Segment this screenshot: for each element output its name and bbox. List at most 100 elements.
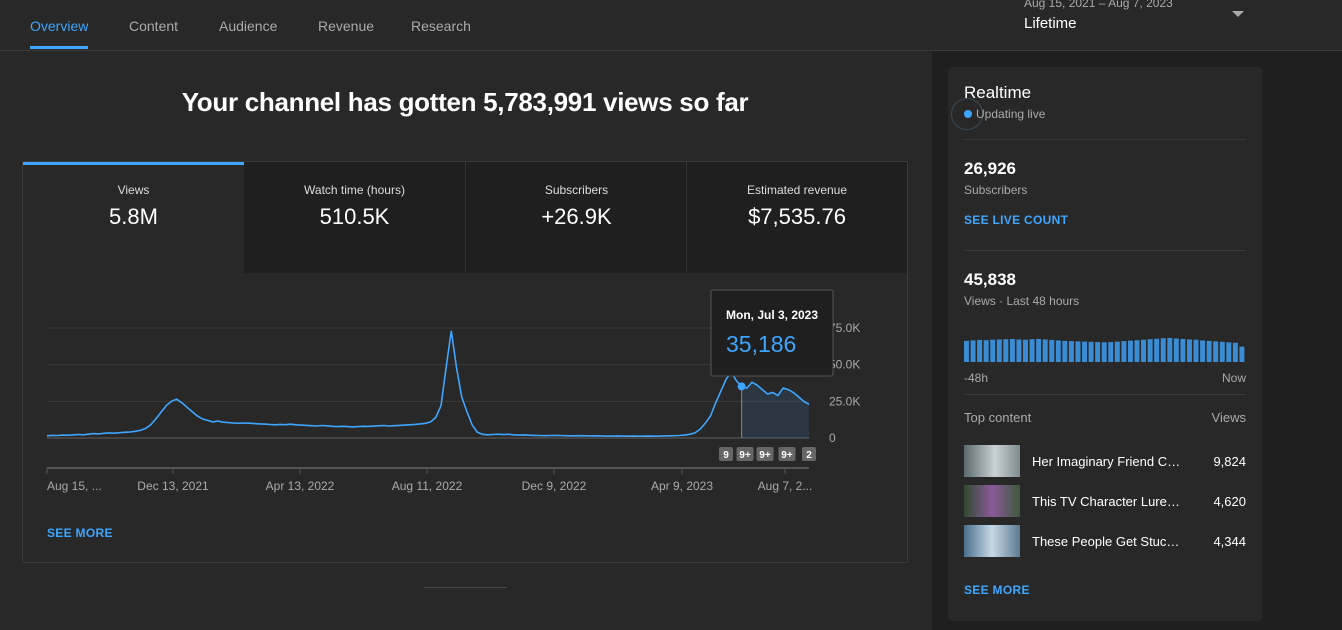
realtime-bar[interactable] xyxy=(1186,339,1192,362)
realtime-bar[interactable] xyxy=(1239,346,1245,362)
realtime-bar[interactable] xyxy=(1016,339,1022,362)
views-series-line xyxy=(46,330,810,438)
realtime-bar[interactable] xyxy=(1114,341,1120,362)
x-tick-label: Aug 7, 2... xyxy=(758,479,813,493)
realtime-views-bar-chart[interactable] xyxy=(964,330,1246,362)
realtime-bar[interactable] xyxy=(1082,341,1088,362)
x-tick-label: Aug 11, 2022 xyxy=(392,479,463,493)
realtime-bar[interactable] xyxy=(1206,340,1212,362)
metric-label: Watch time (hours) xyxy=(304,183,405,197)
video-marker-label: 9 xyxy=(723,450,729,461)
realtime-bar[interactable] xyxy=(983,340,989,362)
metric-tab-revenue[interactable]: Estimated revenue $7,535.76 xyxy=(687,162,907,273)
metric-value: 5.8M xyxy=(109,204,158,229)
realtime-bar[interactable] xyxy=(1160,338,1166,362)
y-tick-label: 50.0K xyxy=(829,358,860,372)
realtime-bar[interactable] xyxy=(1134,340,1140,362)
see-more-button[interactable]: SEE MORE xyxy=(47,526,113,540)
realtime-bar[interactable] xyxy=(1095,342,1101,362)
caret-down-icon[interactable] xyxy=(1232,11,1244,17)
realtime-bar[interactable] xyxy=(1108,342,1114,362)
tab-overview[interactable]: Overview xyxy=(30,18,89,34)
realtime-bar[interactable] xyxy=(1062,340,1068,362)
realtime-bar[interactable] xyxy=(990,339,996,362)
realtime-bar[interactable] xyxy=(1009,338,1015,362)
realtime-bar[interactable] xyxy=(1200,340,1206,362)
x-tick-label: Aug 15, ... xyxy=(47,479,102,493)
video-title: These People Get Stuck In xyxy=(1032,534,1182,549)
realtime-bar[interactable] xyxy=(970,340,976,362)
divider xyxy=(964,250,1246,251)
realtime-bar[interactable] xyxy=(1121,341,1127,362)
date-range-text: Aug 15, 2021 – Aug 7, 2023 xyxy=(1024,0,1173,10)
realtime-bar[interactable] xyxy=(964,340,969,362)
x-tick-label: Dec 9, 2022 xyxy=(522,479,587,493)
video-title: Her Imaginary Friend Comes to Life xyxy=(1032,454,1182,469)
realtime-bar[interactable] xyxy=(977,339,983,362)
realtime-views-label: Views · Last 48 hours xyxy=(964,294,1080,308)
realtime-bar[interactable] xyxy=(1101,342,1107,362)
x-tick-label: Apr 9, 2023 xyxy=(651,479,713,493)
views-line-chart[interactable]: 0 25.0K 50.0K 75.0K Aug 15, ... Dec 13, 2021 A… xyxy=(23,273,907,503)
tab-audience[interactable]: Audience xyxy=(219,18,278,34)
realtime-bar[interactable] xyxy=(1049,339,1055,362)
realtime-bar[interactable] xyxy=(1167,338,1173,362)
top-content-row[interactable]: This TV Character Lures Kids 4,620 xyxy=(964,485,1246,517)
realtime-bar[interactable] xyxy=(1213,341,1219,362)
metric-tab-views[interactable]: Views 5.8M xyxy=(23,162,244,273)
realtime-title: Realtime xyxy=(964,83,1032,102)
realtime-bar[interactable] xyxy=(1042,339,1048,362)
axis-start-label: -48h xyxy=(964,371,989,385)
video-thumbnail xyxy=(964,445,1020,477)
chart-tooltip: Mon, Jul 3, 2023 35,186 xyxy=(710,289,834,377)
top-content-heading: Top content xyxy=(964,410,1032,425)
realtime-bar[interactable] xyxy=(1193,339,1199,362)
realtime-bar[interactable] xyxy=(1173,338,1179,362)
axis-end-label: Now xyxy=(1221,371,1246,385)
metric-value: 510.5K xyxy=(319,204,390,229)
realtime-bar[interactable] xyxy=(1154,338,1160,362)
metric-value: $7,535.76 xyxy=(748,204,846,229)
x-tick-label: Dec 13, 2021 xyxy=(137,479,209,493)
top-content-row[interactable]: Her Imaginary Friend Comes to Life 9,824 xyxy=(964,445,1246,477)
realtime-bar[interactable] xyxy=(1088,341,1094,362)
realtime-bar[interactable] xyxy=(1075,341,1081,362)
tab-content[interactable]: Content xyxy=(129,18,179,34)
tab-revenue[interactable]: Revenue xyxy=(318,18,375,34)
hover-point xyxy=(737,382,746,391)
realtime-bar[interactable] xyxy=(1141,339,1147,362)
realtime-subscribers-label: Subscribers xyxy=(964,183,1028,197)
realtime-bar[interactable] xyxy=(1023,339,1028,362)
video-views: 4,620 xyxy=(1213,494,1246,509)
tab-research[interactable]: Research xyxy=(411,18,471,34)
video-marker xyxy=(802,447,816,461)
realtime-bar[interactable] xyxy=(1127,340,1133,362)
top-content-row[interactable]: These People Get Stuck In 4,344 xyxy=(964,525,1246,557)
page-headline: Your channel has gotten 5,783,991 views … xyxy=(181,87,749,117)
metric-tab-subscribers[interactable]: Subscribers +26.9K xyxy=(466,162,687,273)
realtime-bar[interactable] xyxy=(1147,339,1153,362)
realtime-bar[interactable] xyxy=(996,339,1002,362)
main-panel: Your channel has gotten 5,783,991 views … xyxy=(0,51,932,630)
y-tick-label: 0 xyxy=(829,431,836,445)
see-live-count-button[interactable]: SEE LIVE COUNT xyxy=(964,213,1069,227)
metric-tab-watch-time[interactable]: Watch time (hours) 510.5K xyxy=(244,162,465,273)
video-marker-label: 9+ xyxy=(739,450,751,461)
realtime-bar[interactable] xyxy=(1068,341,1074,362)
video-marker xyxy=(736,447,754,461)
realtime-bar[interactable] xyxy=(1232,342,1238,362)
views-column-heading: Views xyxy=(1211,410,1246,425)
realtime-see-more-button[interactable]: SEE MORE xyxy=(964,583,1030,597)
realtime-bar[interactable] xyxy=(1003,339,1009,362)
realtime-bar[interactable] xyxy=(1055,340,1061,362)
realtime-bar[interactable] xyxy=(1036,338,1042,362)
active-tab-indicator xyxy=(30,46,88,49)
realtime-card: Realtime Updating live 26,926 Subscriber… xyxy=(948,67,1262,621)
top-bar: Overview Content Audience Revenue Resear… xyxy=(0,0,1342,51)
video-marker xyxy=(756,447,774,461)
realtime-bar[interactable] xyxy=(1029,339,1035,362)
video-views: 4,344 xyxy=(1213,534,1246,549)
realtime-bar[interactable] xyxy=(1180,338,1186,362)
realtime-bar[interactable] xyxy=(1219,341,1225,362)
realtime-bar[interactable] xyxy=(1226,342,1232,362)
